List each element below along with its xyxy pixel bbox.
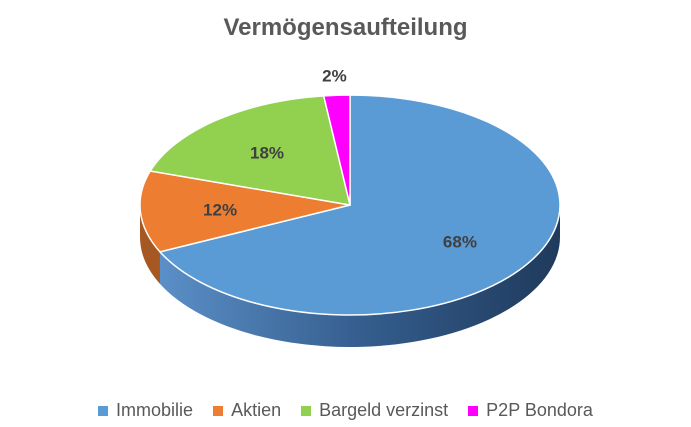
chart-title: Vermögensaufteilung — [223, 14, 468, 41]
legend-swatch — [468, 405, 479, 416]
pie-slice-immobilie — [158, 94, 561, 316]
pie-side-aktien — [140, 205, 160, 284]
pie-slice-p2p-bondora — [322, 94, 351, 206]
pie-side — [140, 205, 560, 347]
legend-item-bargeld-verzinst: Bargeld verzinst — [301, 400, 448, 421]
pie-slice-bargeld-verzinst — [149, 95, 351, 206]
legend-swatch — [301, 405, 312, 416]
pie-side-immobilie — [159, 205, 560, 347]
legend-item-aktien: Aktien — [213, 400, 281, 421]
pie-labels: 68% 12% 18% 2% — [203, 66, 477, 251]
legend-swatch — [98, 405, 109, 416]
legend-swatch — [213, 405, 224, 416]
legend: Immobilie Aktien Bargeld verzinst P2P Bondo… — [0, 400, 691, 421]
pie-top — [139, 94, 561, 316]
data-label-immobilie: 68% — [443, 233, 477, 252]
pie-slice-aktien — [139, 170, 351, 253]
data-label-aktien: 12% — [203, 200, 237, 219]
legend-label: Aktien — [231, 400, 282, 420]
data-label-bargeld-verzinst: 18% — [250, 143, 284, 162]
legend-label: Immobilie — [116, 400, 194, 420]
data-label-p2p-bondora: 2% — [322, 66, 347, 85]
legend-label: P2P Bondora — [486, 400, 593, 420]
legend-item-immobilie: Immobilie — [98, 400, 193, 421]
legend-item-p2p-bondora: P2P Bondora — [468, 400, 593, 421]
legend-label: Bargeld verzinst — [319, 400, 449, 420]
